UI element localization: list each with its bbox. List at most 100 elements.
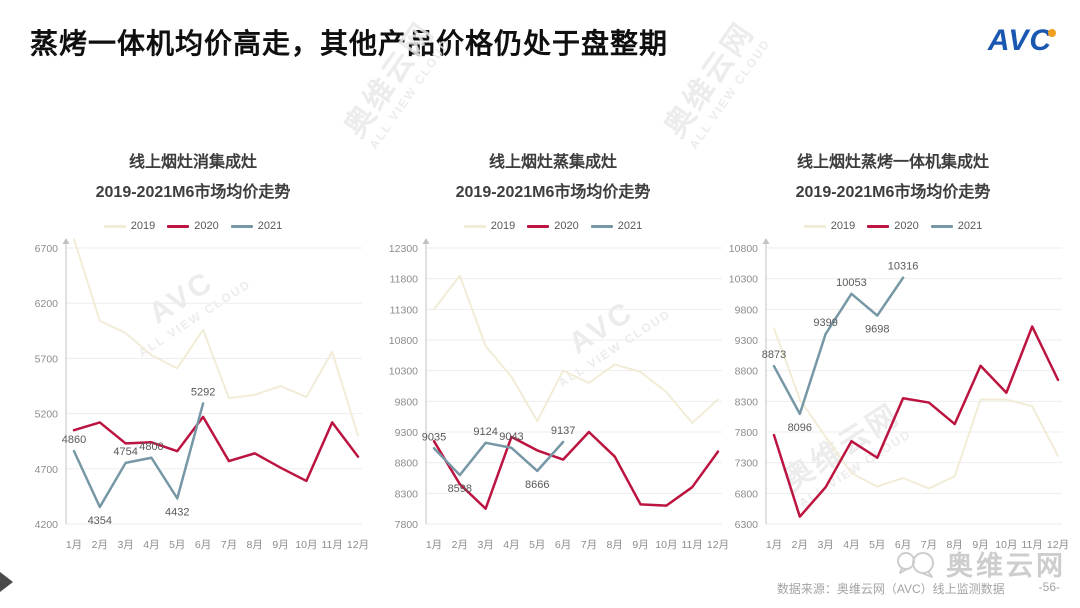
svg-text:11300: 11300 xyxy=(390,304,419,316)
svg-text:8666: 8666 xyxy=(525,479,549,491)
svg-text:2月: 2月 xyxy=(92,539,108,551)
svg-text:4754: 4754 xyxy=(113,446,137,458)
legend-item-2019: 2019 xyxy=(463,220,515,232)
legend-item-2020: 2020 xyxy=(867,220,919,232)
svg-text:1月: 1月 xyxy=(426,539,442,551)
watermark: 奥维云网 ALL VIEW CLOUD xyxy=(658,16,773,152)
data-source-note: 数据来源：奥维云网（AVC）线上监测数据 xyxy=(776,582,1005,596)
legend-item-2021: 2021 xyxy=(230,220,282,232)
chart-legend: 2019 2020 2021 xyxy=(718,220,1068,232)
page-title: 蒸烤一体机均价高走，其他产品价格仍处于盘整期 xyxy=(30,28,669,59)
legend-swatch-2021 xyxy=(230,224,253,228)
avc-logo: AVC xyxy=(987,24,1056,58)
svg-text:9399: 9399 xyxy=(813,317,837,329)
svg-text:4354: 4354 xyxy=(88,515,112,527)
svg-text:10300: 10300 xyxy=(389,366,418,378)
svg-text:4200: 4200 xyxy=(35,519,59,531)
svg-text:12300: 12300 xyxy=(389,243,418,255)
chat-bubbles-icon xyxy=(897,551,934,578)
chart-card-xiao-integrated-stove: 线上烟灶消集成灶 2019-2021M6市场均价走势 2019 2020 202… xyxy=(18,142,368,566)
svg-text:10月: 10月 xyxy=(655,539,677,551)
svg-text:10316: 10316 xyxy=(888,261,919,273)
svg-text:4月: 4月 xyxy=(503,539,519,551)
legend-swatch-2020 xyxy=(867,224,890,228)
svg-text:9300: 9300 xyxy=(735,335,759,347)
svg-text:4432: 4432 xyxy=(165,506,189,518)
legend-item-2020: 2020 xyxy=(167,220,219,232)
svg-text:11月: 11月 xyxy=(321,539,342,551)
svg-text:5700: 5700 xyxy=(35,353,59,365)
legend-item-2020: 2020 xyxy=(527,220,579,232)
svg-text:5月: 5月 xyxy=(529,539,545,551)
svg-text:9124: 9124 xyxy=(473,426,497,438)
svg-text:9043: 9043 xyxy=(499,431,523,443)
svg-text:9300: 9300 xyxy=(395,427,419,439)
avc-logo-dot-icon xyxy=(1048,29,1056,37)
chart-title: 线上烟灶蒸集成灶 2019-2021M6市场均价走势 xyxy=(455,154,651,201)
svg-text:9月: 9月 xyxy=(632,539,648,551)
svg-text:10300: 10300 xyxy=(729,274,758,286)
svg-text:4月: 4月 xyxy=(843,539,859,551)
legend-swatch-2020 xyxy=(527,224,550,228)
legend-swatch-2021 xyxy=(590,224,613,228)
svg-text:4800: 4800 xyxy=(139,441,163,453)
legend-item-2019: 2019 xyxy=(803,220,855,232)
svg-text:7800: 7800 xyxy=(735,427,759,439)
line-chart-svg: 7800 8300 8800 9300 9800 10300 10800 11300 11800… xyxy=(389,238,728,551)
legend-item-2019: 2019 xyxy=(103,220,155,232)
svg-text:1月: 1月 xyxy=(66,539,82,551)
svg-text:4860: 4860 xyxy=(62,434,86,446)
legend-swatch-2020 xyxy=(167,224,190,228)
svg-text:2月: 2月 xyxy=(792,539,808,551)
legend-swatch-2019 xyxy=(103,224,126,228)
svg-text:5月: 5月 xyxy=(169,539,185,551)
svg-text:8月: 8月 xyxy=(947,539,963,551)
corner-arrow-icon xyxy=(0,572,13,592)
chart-card-steam-bake-integrated-stove: 线上烟灶蒸烤一体机集成灶 2019-2021M6市场均价走势 2019 2020… xyxy=(718,142,1068,566)
svg-text:11月: 11月 xyxy=(1021,539,1042,551)
svg-text:4700: 4700 xyxy=(35,464,59,476)
svg-text:12月: 12月 xyxy=(1047,539,1068,551)
svg-text:8月: 8月 xyxy=(607,539,623,551)
svg-text:6月: 6月 xyxy=(895,539,911,551)
svg-text:10月: 10月 xyxy=(295,539,317,551)
svg-text:6800: 6800 xyxy=(735,488,759,500)
svg-text:1月: 1月 xyxy=(766,539,782,551)
svg-text:6月: 6月 xyxy=(195,539,211,551)
svg-text:4月: 4月 xyxy=(143,539,159,551)
svg-text:7800: 7800 xyxy=(395,519,419,531)
svg-text:6200: 6200 xyxy=(35,298,59,310)
svg-text:9800: 9800 xyxy=(735,304,759,316)
svg-text:8096: 8096 xyxy=(788,422,812,434)
chart-title: 线上烟灶消集成灶 2019-2021M6市场均价走势 xyxy=(95,154,291,201)
svg-text:9137: 9137 xyxy=(551,425,575,437)
legend-swatch-2019 xyxy=(463,224,486,228)
svg-text:5292: 5292 xyxy=(191,386,215,398)
svg-text:9035: 9035 xyxy=(422,431,446,443)
legend-item-2021: 2021 xyxy=(930,220,982,232)
chart-legend: 2019 2020 2021 xyxy=(378,220,728,232)
svg-text:11800: 11800 xyxy=(390,274,419,286)
svg-text:10800: 10800 xyxy=(389,335,418,347)
svg-text:2月: 2月 xyxy=(452,539,468,551)
svg-text:6月: 6月 xyxy=(555,539,571,551)
svg-text:9月: 9月 xyxy=(972,539,988,551)
footer: 数据来源：奥维云网（AVC）线上监测数据 -56- xyxy=(777,580,1060,597)
avc-logo-text: AVC xyxy=(987,24,1052,57)
chart-legend: 2019 2020 2021 xyxy=(18,220,368,232)
svg-text:5200: 5200 xyxy=(35,409,59,421)
svg-text:8300: 8300 xyxy=(735,396,759,408)
svg-text:8800: 8800 xyxy=(395,458,419,470)
legend-item-2021: 2021 xyxy=(590,220,642,232)
page-number: -56- xyxy=(1038,580,1060,594)
svg-text:8598: 8598 xyxy=(448,483,472,495)
avc-cloud-watermark-logo: 奥维云网 xyxy=(894,544,1066,583)
svg-text:10800: 10800 xyxy=(729,243,758,255)
svg-text:8300: 8300 xyxy=(395,488,419,500)
svg-text:5月: 5月 xyxy=(869,539,885,551)
svg-text:12月: 12月 xyxy=(707,539,728,551)
svg-text:6700: 6700 xyxy=(35,243,59,255)
svg-text:7月: 7月 xyxy=(921,539,937,551)
chart-card-zheng-integrated-stove: 线上烟灶蒸集成灶 2019-2021M6市场均价走势 2019 2020 202… xyxy=(378,142,728,566)
